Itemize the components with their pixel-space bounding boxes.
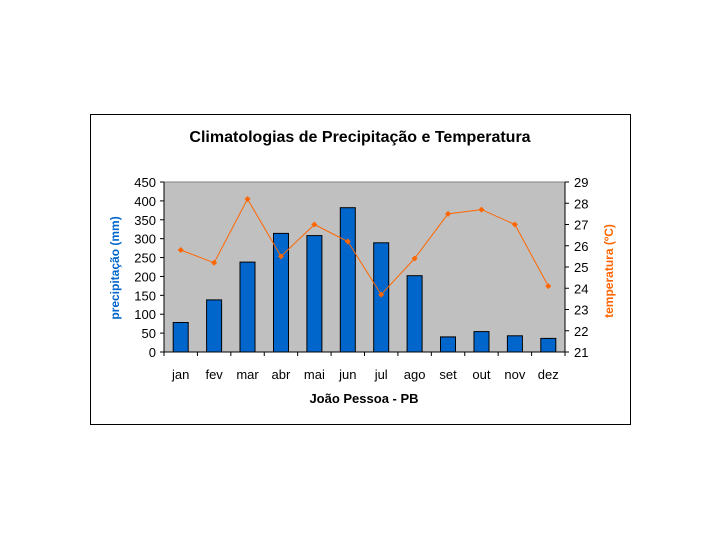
bar-fev xyxy=(206,299,223,353)
bar-jun xyxy=(339,207,356,353)
temperature-point-mai xyxy=(311,221,318,228)
y-right-tick-label: 27 xyxy=(574,218,588,233)
x-tick-label-set: set xyxy=(439,367,457,382)
x-tick-label-abr: abr xyxy=(272,367,291,382)
y-right-tick-label: 22 xyxy=(574,324,588,339)
x-tick-label-out: out xyxy=(472,367,490,382)
x-tick-label-mai: mai xyxy=(304,367,325,382)
x-tick-label-ago: ago xyxy=(404,367,426,382)
x-tick-label-jun: jun xyxy=(338,367,356,382)
y-left-tick-label: 0 xyxy=(149,345,156,360)
temperature-point-mar xyxy=(244,196,251,202)
y-right-tick-label: 24 xyxy=(574,281,588,296)
y-left-tick-label: 50 xyxy=(142,326,156,341)
temperature-point-fev xyxy=(211,259,218,266)
bar-dez xyxy=(540,337,557,353)
y-right-tick-label: 21 xyxy=(574,345,588,360)
x-tick-label-fev: fev xyxy=(205,367,223,382)
temperature-point-jun xyxy=(344,238,351,245)
temperature-point-abr xyxy=(277,253,284,260)
x-tick-label-mar: mar xyxy=(236,367,259,382)
y-left-tick-label: 350 xyxy=(134,213,156,228)
temperature-point-nov xyxy=(511,221,518,228)
temperature-point-jul xyxy=(378,291,385,298)
bar-mai xyxy=(306,235,323,353)
bar-jan xyxy=(172,322,189,353)
x-axis-label: João Pessoa - PB xyxy=(309,391,418,406)
bar-ago xyxy=(406,275,423,353)
temperature-line xyxy=(180,197,549,296)
temperature-point-out xyxy=(478,206,485,213)
bar-out xyxy=(473,331,490,353)
x-tick-label-jul: jul xyxy=(374,367,388,382)
y-axis-right-label: temperatura (ºC) xyxy=(602,224,616,318)
temperature-point-set xyxy=(445,210,452,217)
y-left-tick-label: 100 xyxy=(134,307,156,322)
y-right-tick-label: 26 xyxy=(574,239,588,254)
y-left-tick-label: 150 xyxy=(134,288,156,303)
bar-set xyxy=(440,336,456,353)
y-left-tick-label: 300 xyxy=(134,232,156,247)
y-right-tick-label: 28 xyxy=(574,196,588,211)
y-axis-left-label: precipitação (mm) xyxy=(108,216,122,319)
bar-nov xyxy=(506,335,523,353)
y-left-tick-label: 250 xyxy=(134,251,156,266)
y-left-tick-label: 400 xyxy=(134,194,156,209)
temperature-point-dez xyxy=(545,283,552,290)
plot-area xyxy=(163,181,566,353)
y-left-tick-label: 450 xyxy=(134,175,156,190)
x-tick-label-nov: nov xyxy=(504,367,525,382)
y-right-tick-label: 29 xyxy=(574,175,588,190)
x-tick-label-jan: jan xyxy=(171,367,189,382)
y-left-tick-label: 200 xyxy=(134,269,156,284)
temperature-point-ago xyxy=(411,255,418,262)
y-right-tick-label: 25 xyxy=(574,260,588,275)
y-right-tick-label: 23 xyxy=(574,303,588,318)
chart-title: Climatologias de Precipitação e Temperat… xyxy=(189,129,530,146)
temperature-point-jan xyxy=(177,247,184,253)
bar-mar xyxy=(239,261,256,353)
x-tick-label-dez: dez xyxy=(538,367,559,382)
